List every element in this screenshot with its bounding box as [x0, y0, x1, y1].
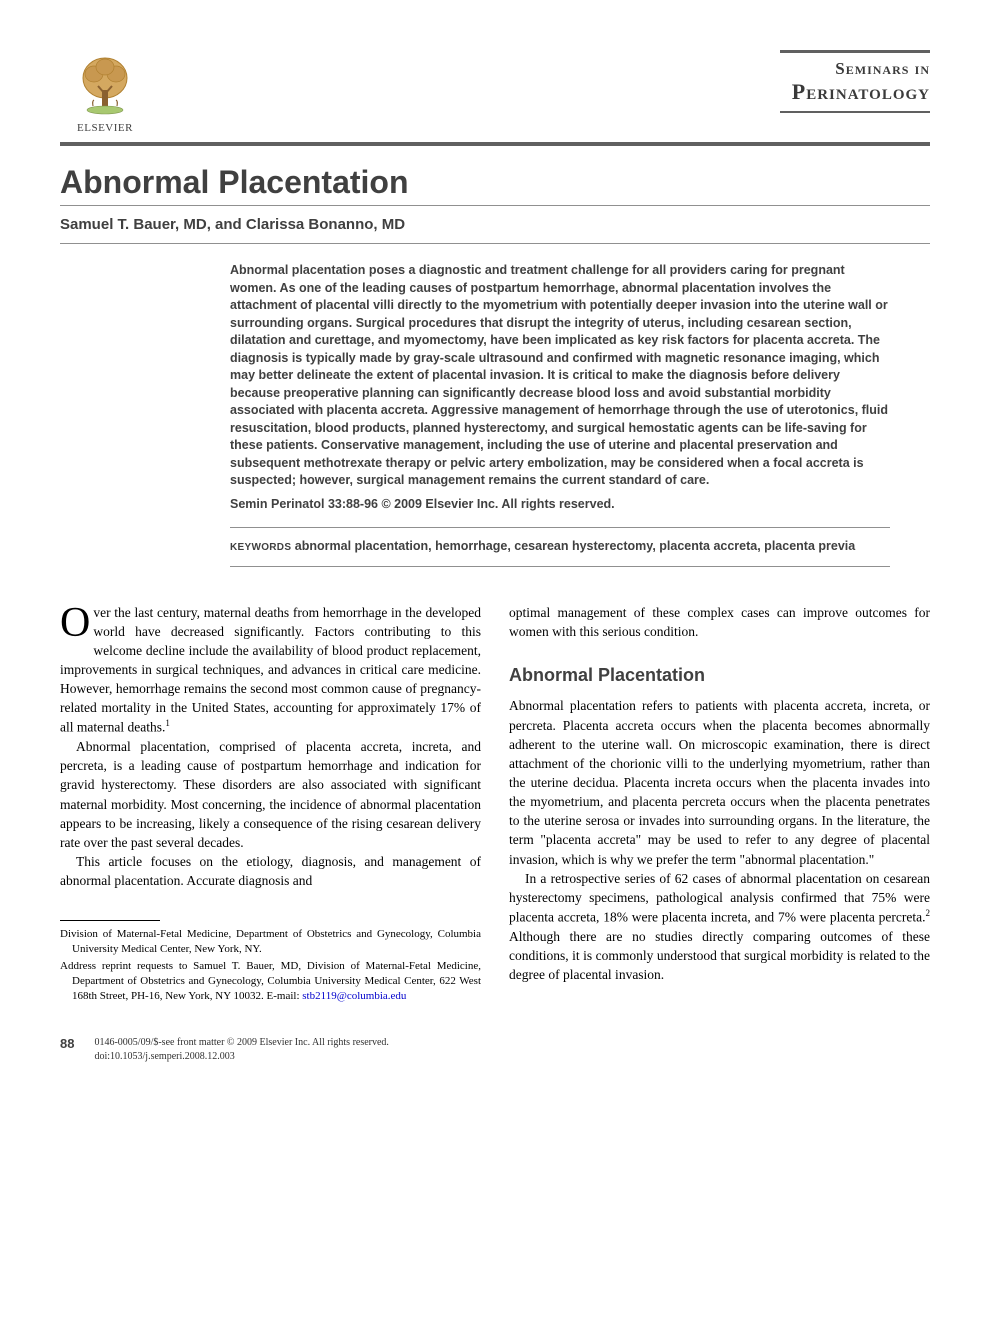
intro-paragraph-1: Over the last century, maternal deaths f…: [60, 603, 481, 738]
journal-title-line1: Seminars in: [780, 59, 930, 79]
ref-1[interactable]: 1: [165, 718, 170, 728]
page-header: ELSEVIER Seminars in Perinatology: [60, 50, 930, 146]
journal-rule-bottom: [780, 111, 930, 113]
intro-paragraph-2: Abnormal placentation, comprised of plac…: [60, 737, 481, 852]
section-heading-abnormal-placentation: Abnormal Placentation: [509, 663, 930, 689]
ref-2[interactable]: 2: [926, 908, 931, 918]
left-column: Over the last century, maternal deaths f…: [60, 603, 481, 1006]
right-column: optimal management of these complex case…: [509, 603, 930, 1006]
footnote-affiliation: Division of Maternal-Fetal Medicine, Dep…: [60, 927, 481, 957]
abstract-citation: Semin Perinatol 33:88-96 © 2009 Elsevier…: [230, 496, 890, 514]
right-p3-a: In a retrospective series of 62 cases of…: [509, 871, 930, 925]
right-p3: In a retrospective series of 62 cases of…: [509, 869, 930, 984]
body-columns: Over the last century, maternal deaths f…: [60, 603, 930, 1006]
right-p1: optimal management of these complex case…: [509, 603, 930, 641]
footnote-rule: [60, 920, 160, 921]
publisher-logo-icon: [70, 50, 140, 120]
page-number: 88: [60, 1036, 74, 1051]
journal-title-block: Seminars in Perinatology: [780, 50, 930, 113]
keywords-label: KEYWORDS: [230, 542, 291, 553]
keywords-text: abnormal placentation, hemorrhage, cesar…: [295, 539, 855, 553]
footer-meta: 0146-0005/09/$-see front matter © 2009 E…: [94, 1036, 388, 1064]
footnote-reprint-text: Address reprint requests to Samuel T. Ba…: [60, 960, 481, 1002]
authors: Samuel T. Bauer, MD, and Clarissa Bonann…: [60, 205, 930, 244]
author-email-link[interactable]: stb2119@columbia.edu: [302, 990, 406, 1002]
abstract-block: Abnormal placentation poses a diagnostic…: [230, 262, 890, 527]
p1-text: ver the last century, maternal deaths fr…: [60, 605, 481, 735]
article-title: Abnormal Placentation: [60, 164, 930, 201]
publisher-block: ELSEVIER: [60, 50, 150, 134]
abstract-text: Abnormal placentation poses a diagnostic…: [230, 263, 888, 487]
keywords-block: KEYWORDS abnormal placentation, hemorrha…: [230, 527, 890, 567]
footnote-reprint: Address reprint requests to Samuel T. Ba…: [60, 959, 481, 1004]
right-p3-b: Although there are no studies directly c…: [509, 929, 930, 982]
dropcap: O: [60, 603, 93, 642]
footer-doi: doi:10.1053/j.semperi.2008.12.003: [94, 1050, 388, 1064]
journal-title-line2: Perinatology: [780, 79, 930, 105]
intro-paragraph-3: This article focuses on the etiology, di…: [60, 852, 481, 890]
right-p2: Abnormal placentation refers to patients…: [509, 696, 930, 868]
page-footer: 88 0146-0005/09/$-see front matter © 200…: [60, 1036, 930, 1064]
footer-copyright: 0146-0005/09/$-see front matter © 2009 E…: [94, 1036, 388, 1050]
journal-rule-top: [780, 50, 930, 53]
publisher-name: ELSEVIER: [77, 122, 133, 134]
